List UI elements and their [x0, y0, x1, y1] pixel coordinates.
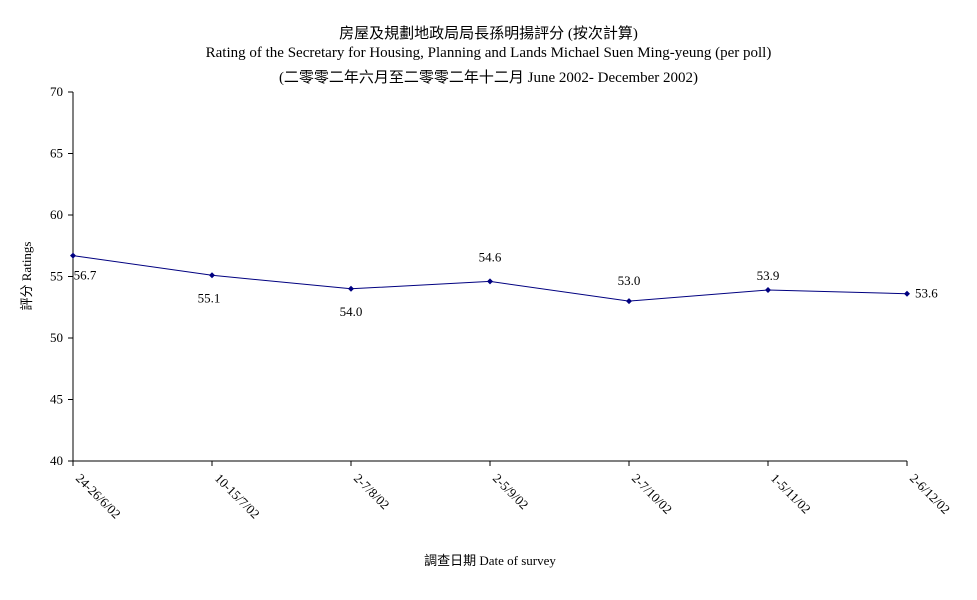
chart-subtitle: (二零零二年六月至二零零二年十二月 June 2002- December 20… — [278, 70, 699, 86]
x-tick-label: 24-26/6/02 — [73, 471, 124, 522]
data-label: 56.7 — [74, 268, 97, 283]
x-axis-ticks: 24-26/6/02 10-15/7/02 2-7/8/02 2-5/9/02 2-7/… — [72, 461, 953, 522]
data-point — [904, 290, 910, 297]
x-tick-label: 2-7/10/02 — [629, 471, 675, 517]
data-label: 55.1 — [198, 290, 221, 305]
y-tick-label: 40 — [50, 453, 63, 468]
x-tick-label: 1-5/11/02 — [768, 471, 814, 517]
data-point — [348, 285, 354, 292]
data-label: 54.0 — [340, 304, 363, 319]
x-tick-label: 2-5/9/02 — [490, 471, 532, 513]
series-ratings — [70, 252, 910, 305]
y-tick-label: 70 — [50, 84, 63, 99]
x-tick-label: 2-7/8/02 — [351, 471, 393, 513]
data-label: 53.0 — [618, 273, 641, 288]
data-label: 53.6 — [915, 286, 938, 301]
x-tick-label: 10-15/7/02 — [212, 471, 263, 522]
data-label: 54.6 — [479, 249, 502, 264]
data-point — [626, 298, 632, 305]
chart-title-zh: 房屋及規劃地政局局長孫明揚評分 (按次計算) — [339, 26, 638, 42]
data-point — [209, 272, 215, 279]
y-tick-label: 45 — [50, 392, 63, 407]
chart-title-en: Rating of the Secretary for Housing, Pla… — [205, 45, 772, 61]
x-axis-title: 調查日期 Date of survey — [424, 553, 556, 568]
axes — [72, 92, 907, 462]
y-axis-title: 評分 Ratings — [19, 242, 34, 311]
x-tick-label: 2-6/12/02 — [907, 471, 953, 517]
y-axis-ticks: 40 45 50 55 60 65 70 — [50, 84, 73, 468]
data-point — [487, 278, 493, 285]
y-tick-label: 55 — [50, 269, 63, 284]
data-point — [765, 287, 771, 294]
data-label: 53.9 — [757, 268, 780, 283]
y-tick-label: 50 — [50, 330, 63, 345]
data-point — [70, 252, 76, 259]
y-tick-label: 65 — [50, 146, 63, 161]
data-labels: 56.7 55.1 54.0 54.6 53.0 53.9 53.6 — [74, 249, 939, 318]
y-tick-label: 60 — [50, 207, 63, 222]
